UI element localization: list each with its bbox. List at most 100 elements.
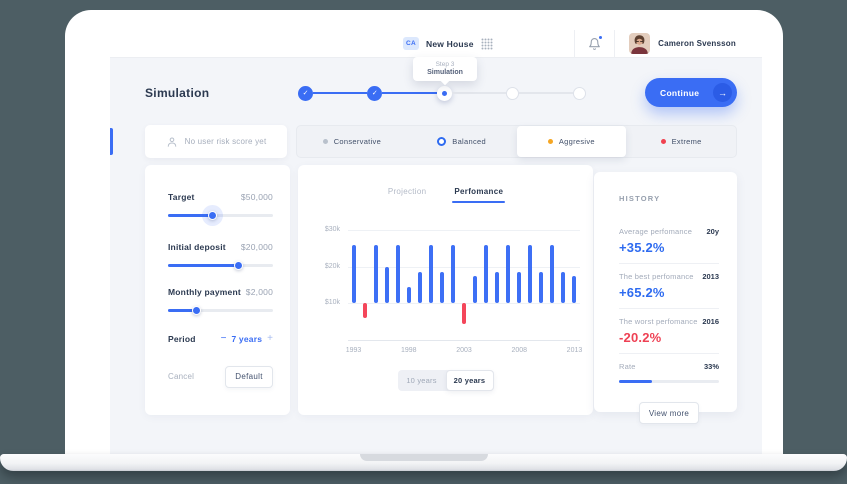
chart-gridline: [348, 266, 580, 268]
rate-value: 33%: [703, 362, 719, 371]
controls-actions: Cancel Default: [168, 365, 273, 388]
chart-tabs: Projection Perfomance: [298, 187, 593, 203]
rate-progress-track: [619, 380, 719, 383]
slider-handle[interactable]: [233, 261, 243, 270]
slider-value: $50,000: [240, 192, 273, 202]
history-row: The best perfomance 2013 +65.2%: [619, 272, 719, 309]
divider: [614, 29, 616, 58]
chart-gridline: [348, 230, 580, 232]
range-toggle: 10 years 20 years: [397, 370, 494, 391]
risk-option-label: Conservative: [333, 137, 382, 146]
chart-bar-2002: [450, 244, 455, 304]
stepper-connector: [313, 92, 368, 94]
chart-bar-1995: [373, 244, 378, 304]
slider-fill: [168, 264, 239, 267]
chart-bar-1999: [417, 272, 422, 304]
slider-handle[interactable]: [207, 211, 217, 220]
risk-option-extreme[interactable]: Extreme: [626, 126, 736, 157]
stepper-node-2[interactable]: ✓: [367, 85, 383, 101]
notifications-button[interactable]: [588, 34, 604, 51]
period-value: 7 years: [231, 333, 263, 344]
user-name: Cameron Svensson: [658, 39, 736, 48]
simulation-controls-card: Target $50,000 Initial deposit $20,000 Month…: [145, 165, 290, 415]
x-axis-line: [348, 340, 580, 341]
slider-group: Target $50,000: [168, 192, 273, 226]
risk-option-aggresive[interactable]: Aggresive: [516, 126, 627, 157]
chart-bar-2007: [506, 244, 511, 304]
stepper-node-4[interactable]: [505, 86, 519, 100]
y-axis-tick-label: $20k: [324, 262, 340, 270]
history-row-value: -20.2%: [619, 330, 662, 345]
slider-label: Initial deposit: [168, 242, 226, 252]
history-row-tag: 20y: [706, 227, 719, 236]
slider-label: Monthly payment: [168, 287, 241, 297]
cancel-button[interactable]: Cancel: [168, 372, 195, 381]
workspace-switcher[interactable]: CA New House: [403, 30, 493, 57]
stepper-connector: [518, 92, 573, 94]
workspace-badge: CA: [403, 37, 419, 50]
risk-option-balanced[interactable]: Balanced: [407, 126, 517, 157]
slider-fill: [168, 214, 213, 217]
chart-bar-2003: [462, 303, 466, 324]
history-row-value: +65.2%: [619, 285, 665, 300]
stepper-connector: [451, 92, 506, 94]
risk-option-label: Balanced: [452, 137, 486, 146]
slider-value: $2,000: [245, 287, 273, 297]
divider: [574, 29, 576, 58]
stepper-node-3[interactable]: [436, 85, 452, 101]
performance-chart-card: Projection Perfomance 10 years 20 years $3…: [298, 165, 593, 415]
x-axis-tick-label: 2008: [511, 347, 528, 354]
continue-label: Continue: [660, 87, 700, 98]
chart-bar-1998: [406, 286, 411, 304]
default-button[interactable]: Default: [225, 365, 273, 388]
tooltip-step: Step 3: [435, 61, 455, 68]
slider-fill: [168, 309, 197, 312]
y-axis-tick-label: $30k: [324, 226, 340, 234]
period-row: Period − 7 years +: [168, 333, 273, 344]
slider-value: $20,000: [240, 242, 273, 252]
chart-bar-1996: [384, 266, 389, 304]
slider-handle[interactable]: [191, 306, 201, 315]
history-row: The worst perfomance 2016 -20.2%: [619, 317, 719, 354]
history-rows: Average perfomance 20y +35.2% The best perf…: [619, 227, 719, 354]
slider-track[interactable]: [168, 306, 273, 315]
history-row-label: Average perfomance: [619, 227, 693, 236]
history-row-label: The best perfomance: [619, 272, 694, 281]
rate-progress-fill: [619, 380, 652, 383]
range-option-10-years[interactable]: 10 years: [406, 376, 437, 385]
stepper-node-1[interactable]: ✓: [298, 85, 313, 101]
view-more-button[interactable]: View more: [639, 402, 699, 424]
risk-score-empty-card: No user risk score yet: [145, 125, 287, 158]
laptop-base: [0, 454, 847, 471]
tooltip-step-name: Simulation: [427, 69, 463, 76]
main-content: Simulation ✓ ✓ Continue → No user risk sc…: [110, 58, 762, 457]
risk-option-label: Aggresive: [558, 137, 595, 146]
chart-bar-2005: [484, 244, 489, 304]
page-title: Simulation: [145, 86, 210, 100]
avatar[interactable]: [629, 33, 651, 54]
range-option-20-years[interactable]: 20 years: [445, 370, 494, 391]
period-increment-button[interactable]: +: [267, 333, 273, 344]
period-decrement-button[interactable]: −: [220, 333, 227, 344]
risk-option-dot: [437, 137, 447, 146]
laptop-screen: CA New House: [65, 10, 783, 457]
apps-grid-icon[interactable]: [481, 38, 493, 50]
risk-profile-selector: Conservative Balanced Aggresive Extreme: [296, 125, 737, 158]
risk-option-dot: [322, 139, 328, 144]
chart-tab-projection[interactable]: Projection: [387, 187, 427, 196]
chart-bar-2013: [572, 276, 577, 304]
slider-label: Target: [168, 192, 195, 202]
stepper-node-5[interactable]: [573, 86, 586, 100]
topbar: CA New House: [110, 29, 762, 58]
slider-track[interactable]: [168, 205, 273, 226]
history-row-label: The worst perfomance: [619, 317, 698, 326]
risk-option-conservative[interactable]: Conservative: [297, 126, 407, 157]
slider-group: Initial deposit $20,000: [168, 242, 273, 270]
history-row: Average perfomance 20y +35.2%: [619, 227, 719, 264]
rate-row: Rate 33%: [619, 362, 719, 371]
chart-tab-perfomance[interactable]: Perfomance: [452, 187, 505, 203]
period-label: Period: [168, 333, 196, 344]
continue-button[interactable]: Continue →: [645, 78, 737, 107]
chart-bar-2004: [473, 276, 478, 304]
slider-track[interactable]: [168, 261, 273, 270]
